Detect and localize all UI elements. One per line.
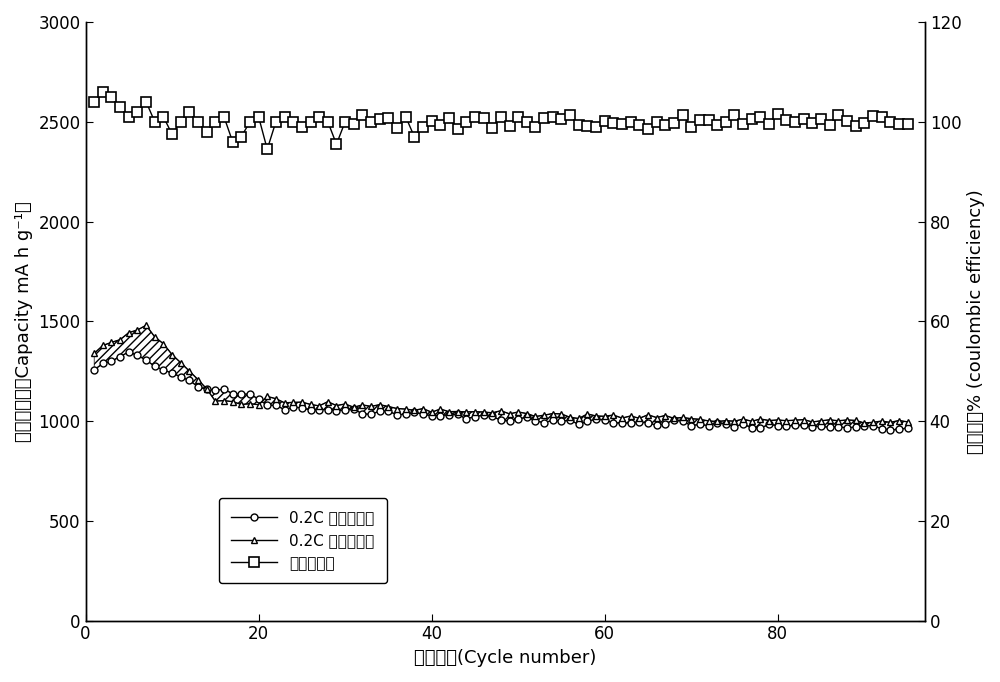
0.2C 充电比容量	[88, 366, 100, 374]
0.2C 充电比容量	[131, 351, 143, 359]
0.2C 放电比容量	[140, 321, 152, 329]
Line: 0.2C 放电比容量: 0.2C 放电比容量	[91, 322, 911, 426]
充放电效率	[131, 108, 143, 116]
0.2C 充电比容量	[884, 426, 896, 434]
0.2C 放电比容量	[858, 419, 870, 427]
0.2C 充电比容量	[703, 421, 715, 430]
X-axis label: 循环次数(Cycle number): 循环次数(Cycle number)	[414, 649, 596, 667]
充放电效率	[703, 115, 715, 123]
Y-axis label: 库伦效率% (coulombic efficiency): 库伦效率% (coulombic efficiency)	[967, 189, 985, 454]
充放电效率	[677, 111, 689, 119]
0.2C 放电比容量	[694, 415, 706, 424]
0.2C 放电比容量	[244, 400, 256, 408]
Line: 0.2C 充电比容量: 0.2C 充电比容量	[91, 349, 911, 433]
Line: 充放电效率: 充放电效率	[89, 87, 912, 154]
充放电效率	[711, 121, 723, 129]
0.2C 放电比容量	[651, 413, 663, 421]
Y-axis label: 质量比容量（Capacity mA h g⁻¹）: 质量比容量（Capacity mA h g⁻¹）	[15, 201, 33, 442]
0.2C 放电比容量	[88, 349, 100, 357]
充放电效率	[659, 121, 671, 129]
0.2C 充电比容量	[123, 348, 135, 356]
充放电效率	[97, 88, 109, 96]
0.2C 放电比容量	[668, 414, 680, 422]
充放电效率	[88, 98, 100, 106]
充放电效率	[261, 145, 273, 153]
0.2C 充电比容量	[902, 424, 914, 432]
0.2C 充电比容量	[651, 421, 663, 430]
0.2C 充电比容量	[244, 390, 256, 398]
0.2C 放电比容量	[902, 418, 914, 426]
0.2C 放电比容量	[123, 329, 135, 337]
0.2C 充电比容量	[668, 416, 680, 424]
0.2C 充电比容量	[694, 420, 706, 428]
充放电效率	[902, 119, 914, 128]
充放电效率	[244, 118, 256, 126]
Legend: 0.2C 充电比容量, 0.2C 放电比容量, 充放电效率: 0.2C 充电比容量, 0.2C 放电比容量, 充放电效率	[219, 499, 387, 583]
0.2C 放电比容量	[703, 417, 715, 425]
